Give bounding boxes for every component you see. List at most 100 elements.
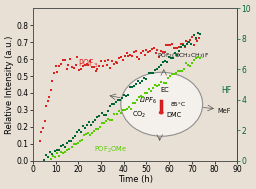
Point — [88, 133, 92, 136]
Point — [149, 90, 153, 93]
Point — [132, 51, 136, 54]
Circle shape — [159, 111, 164, 115]
Point — [110, 103, 114, 106]
Point — [44, 153, 48, 156]
Point — [55, 149, 59, 152]
Point — [148, 50, 152, 53]
Point — [63, 145, 67, 148]
Point — [38, 139, 42, 143]
Point — [188, 65, 192, 68]
Point — [188, 38, 192, 41]
Point — [185, 43, 189, 46]
Point — [142, 76, 146, 79]
Point — [106, 117, 110, 120]
Point — [122, 94, 126, 97]
Text: CO$_2$: CO$_2$ — [132, 110, 146, 120]
Point — [50, 152, 55, 155]
Point — [61, 58, 65, 61]
Point — [76, 141, 80, 144]
Point — [80, 139, 84, 142]
Point — [39, 130, 43, 133]
Point — [161, 51, 165, 54]
Point — [123, 108, 127, 111]
Point — [117, 56, 121, 59]
Point — [50, 80, 55, 83]
Point — [170, 42, 174, 45]
Text: 85°C: 85°C — [171, 102, 186, 107]
Point — [110, 118, 114, 121]
Point — [59, 145, 63, 148]
Point — [135, 99, 139, 102]
Point — [92, 129, 96, 132]
Point — [192, 58, 196, 61]
Point — [77, 129, 81, 132]
Point — [177, 46, 181, 49]
Point — [47, 96, 51, 99]
Point — [126, 55, 130, 58]
Point — [83, 64, 87, 67]
Point — [69, 146, 73, 149]
Point — [194, 37, 198, 40]
Point — [65, 68, 69, 71]
Point — [95, 115, 100, 118]
Point — [159, 64, 163, 67]
Point — [116, 99, 120, 102]
Point — [44, 104, 48, 107]
Point — [71, 137, 75, 140]
Point — [153, 84, 157, 87]
Y-axis label: Relative Intensity (a.u.): Relative Intensity (a.u.) — [5, 35, 14, 134]
Point — [125, 108, 129, 111]
Point — [59, 63, 63, 66]
Point — [132, 85, 136, 88]
Point — [121, 108, 125, 111]
Text: POF$_2$(OCH$_2$CH$_3$)F: POF$_2$(OCH$_2$CH$_3$)F — [157, 51, 209, 60]
Point — [63, 58, 67, 61]
Point — [73, 143, 78, 146]
Point — [94, 128, 98, 131]
Point — [137, 57, 141, 60]
Point — [141, 49, 145, 52]
Point — [104, 63, 109, 66]
Point — [187, 41, 191, 44]
Point — [57, 154, 61, 157]
Point — [190, 35, 194, 38]
Point — [144, 48, 148, 51]
Text: MeF: MeF — [217, 108, 231, 114]
Point — [112, 63, 116, 66]
Point — [79, 67, 83, 70]
Point — [63, 151, 68, 154]
Point — [136, 80, 140, 83]
Point — [137, 95, 141, 98]
Point — [53, 155, 57, 158]
Point — [76, 56, 80, 59]
Point — [176, 70, 180, 73]
Point — [131, 102, 135, 105]
Bar — [160, 100, 163, 113]
Point — [135, 56, 140, 59]
Point — [106, 58, 110, 61]
Point — [159, 81, 164, 84]
Point — [130, 85, 134, 88]
Point — [189, 42, 194, 45]
Point — [146, 50, 150, 53]
Point — [134, 49, 138, 52]
Point — [120, 96, 124, 99]
Point — [183, 46, 187, 49]
Point — [178, 70, 182, 73]
Point — [86, 64, 90, 67]
Point — [93, 118, 98, 121]
Point — [167, 56, 171, 59]
Point — [61, 152, 66, 155]
Point — [95, 67, 100, 70]
Point — [52, 71, 56, 74]
Point — [73, 134, 77, 137]
Point — [190, 61, 194, 64]
Point — [83, 127, 87, 130]
Point — [175, 47, 179, 50]
Point — [148, 71, 153, 74]
Point — [124, 94, 128, 98]
Point — [183, 44, 187, 47]
Point — [46, 99, 50, 102]
Ellipse shape — [121, 72, 202, 136]
Point — [112, 112, 116, 115]
